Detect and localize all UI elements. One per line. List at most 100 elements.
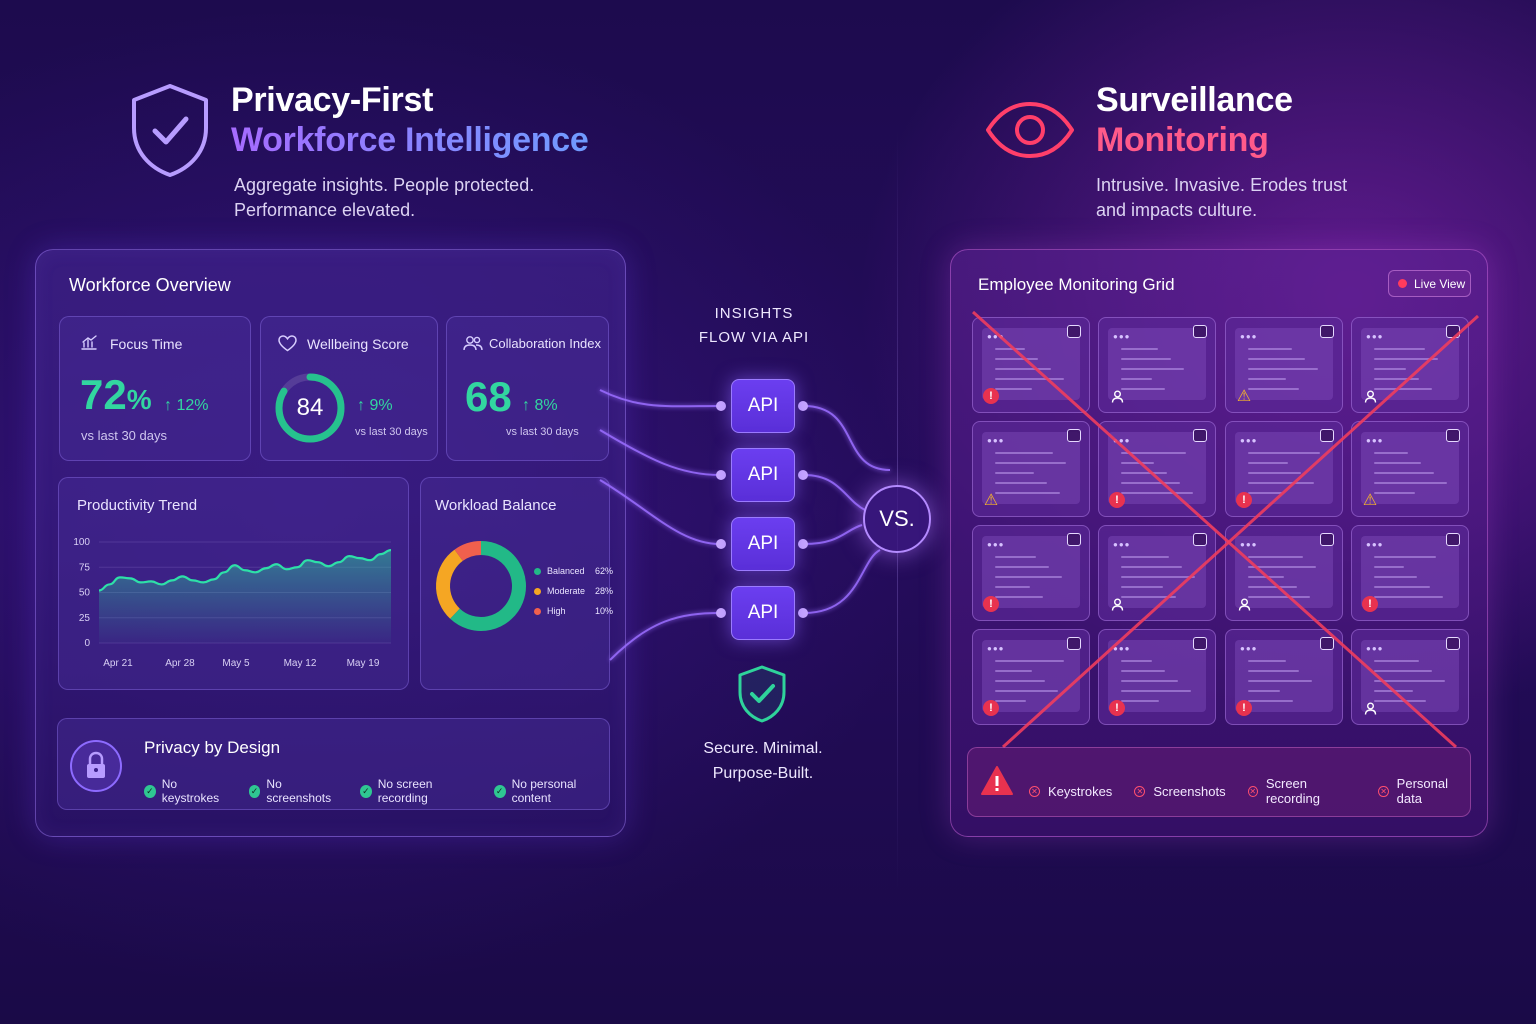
employee-screen-tile[interactable]: ●●● ⚠: [1351, 421, 1469, 517]
text-line: [995, 358, 1038, 360]
screen-thumbnail: [1235, 536, 1333, 608]
wellbeing-delta-text: 9%: [369, 397, 393, 414]
monitoring-grid: ●●●! ●●● ●●● ⚠ ●●● ●●● ⚠ ●●●! ●●●! ●●● ⚠ ●●●! ●●● ●●●…: [951, 250, 1489, 838]
wellbeing-card[interactable]: Wellbeing Score 84 ↑ 9% vs last 30 days: [260, 316, 438, 461]
employee-screen-tile[interactable]: ●●●!: [972, 629, 1090, 725]
workload-donut-chart: [436, 541, 526, 631]
employee-screen-tile[interactable]: ●●●: [1351, 629, 1469, 725]
text-line: [1248, 462, 1288, 464]
legend-swatch: [534, 567, 541, 575]
employee-screen-tile[interactable]: ●●●!: [972, 317, 1090, 413]
text-line: [1374, 680, 1445, 682]
camera-icon: [1446, 533, 1460, 546]
y-tick-label: 50: [79, 588, 91, 599]
focus-time-card[interactable]: Focus Time 72% ↑ 12% vs last 30 days: [59, 316, 251, 461]
wellbeing-note: vs last 30 days: [355, 426, 428, 438]
right-subtitle-line2: and impacts culture.: [1096, 200, 1258, 220]
x-tick-label: Apr 28: [165, 658, 195, 669]
employee-screen-tile[interactable]: ●●●!: [1225, 629, 1343, 725]
text-line: [1121, 700, 1159, 702]
x-icon: ✕: [1134, 785, 1146, 797]
warning-icon: ⚠: [983, 492, 999, 509]
live-view-button[interactable]: Live View: [1388, 270, 1471, 297]
screen-thumbnail: [982, 640, 1080, 712]
warning-icon: ⚠: [1236, 388, 1252, 405]
text-line: [1248, 660, 1286, 662]
secure-caption: Secure. Minimal. Purpose-Built.: [690, 736, 836, 786]
text-line: [1121, 462, 1154, 464]
text-line: [995, 660, 1064, 662]
employee-screen-tile[interactable]: ●●●!: [1098, 629, 1216, 725]
text-line: [1121, 358, 1171, 360]
wellbeing-label: Wellbeing Score: [307, 336, 409, 352]
warning-icon: [981, 766, 1013, 795]
employee-screen-tile[interactable]: ●●●!: [1225, 421, 1343, 517]
collaboration-card[interactable]: Collaboration Index 68 ↑ 8% vs last 30 d…: [446, 316, 609, 461]
api-node-2[interactable]: API: [731, 448, 795, 502]
text-line: [1248, 452, 1320, 454]
insights-line1: INSIGHTS: [714, 305, 794, 322]
window-dots: ●●●: [1113, 436, 1131, 445]
screen-thumbnail: [1361, 432, 1459, 504]
privacy-item-label: No screenshots: [266, 777, 332, 805]
window-dots: ●●●: [1240, 644, 1258, 653]
workload-balance-card[interactable]: Workload Balance Balanced 62% Moderate 28% H…: [420, 477, 613, 690]
productivity-trend-card[interactable]: Productivity Trend 100 75 50 25 0 Apr 21 Apr 2…: [58, 477, 409, 690]
text-line: [1248, 680, 1312, 682]
left-subtitle-line2: Performance elevated.: [234, 200, 416, 220]
text-line: [995, 556, 1036, 558]
monitoring-panel: Employee Monitoring Grid Live View ●●●! ●…: [950, 249, 1488, 837]
text-line: [1121, 566, 1182, 568]
alert-icon: !: [1236, 700, 1252, 716]
text-line: [995, 388, 1032, 390]
legend-swatch: [534, 587, 541, 595]
privacy-item: ✓ No screenshots: [248, 777, 342, 805]
collaboration-label: Collaboration Index: [489, 336, 602, 351]
api-node-3[interactable]: API: [731, 517, 795, 571]
left-subtitle-line1: Aggregate insights. People protected.: [234, 175, 535, 195]
panel-title: Workforce Overview: [69, 275, 231, 295]
wellbeing-value: 84: [296, 394, 324, 421]
alert-item-label: Screenshots: [1153, 783, 1226, 799]
x-tick-label: May 5: [222, 658, 250, 669]
right-title-line2: Monitoring: [1096, 121, 1269, 159]
legend-item: High 10%: [534, 606, 613, 616]
text-line: [995, 670, 1032, 672]
text-line: [1374, 556, 1436, 558]
text-line: [1121, 452, 1186, 454]
camera-icon: [1320, 533, 1334, 546]
vs-badge: VS.: [863, 485, 931, 553]
text-line: [1121, 690, 1191, 692]
employee-screen-tile[interactable]: ●●●!: [1098, 421, 1216, 517]
donut-slice-moderate: [436, 549, 464, 619]
screen-thumbnail: [1235, 328, 1333, 400]
text-line: [1248, 700, 1293, 702]
text-line: [995, 472, 1034, 474]
text-line: [995, 586, 1030, 588]
employee-screen-tile[interactable]: ●●●!: [972, 525, 1090, 621]
text-line: [995, 378, 1064, 380]
alert-icon: !: [1362, 596, 1378, 612]
alert-icon: !: [1109, 492, 1125, 508]
text-line: [1374, 700, 1426, 702]
legend-value: 10%: [595, 606, 614, 616]
employee-screen-tile[interactable]: ●●● ⚠: [972, 421, 1090, 517]
employee-screen-tile[interactable]: ●●● ⚠: [1225, 317, 1343, 413]
text-line: [995, 492, 1060, 494]
alert-item-label: Personal data: [1396, 776, 1448, 806]
text-line: [1121, 378, 1152, 380]
api-node-1[interactable]: API: [731, 379, 795, 433]
secure-line2: Purpose-Built.: [712, 765, 814, 782]
productivity-trend-title: Productivity Trend: [77, 497, 198, 514]
camera-icon: [1193, 533, 1207, 546]
text-line: [1248, 378, 1286, 380]
employee-screen-tile[interactable]: ●●●!: [1351, 525, 1469, 621]
user-icon: [1362, 388, 1378, 404]
employee-screen-tile[interactable]: ●●●: [1351, 317, 1469, 413]
employee-screen-tile[interactable]: ●●●: [1098, 317, 1216, 413]
api-node-4[interactable]: API: [731, 586, 795, 640]
employee-screen-tile[interactable]: ●●●: [1225, 525, 1343, 621]
text-line: [1121, 576, 1195, 578]
text-line: [1121, 556, 1169, 558]
focus-delta-text: 12%: [176, 397, 209, 414]
